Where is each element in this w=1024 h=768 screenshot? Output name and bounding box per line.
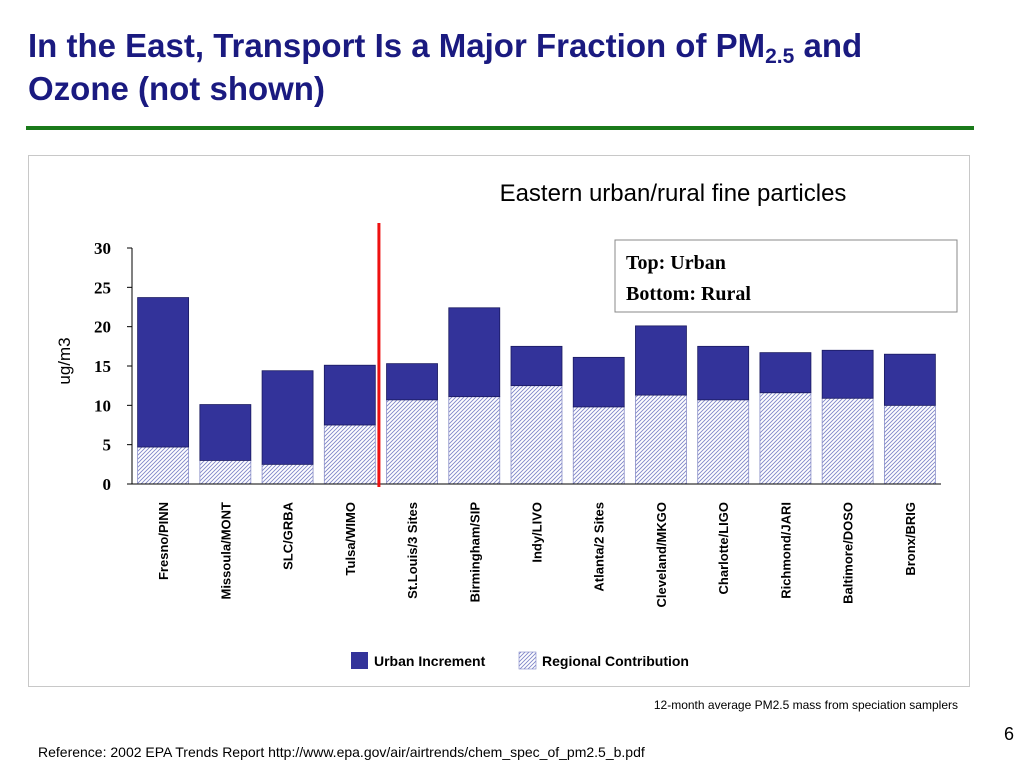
y-tick-label-6: 30 xyxy=(94,239,111,258)
slide-title: In the East, Transport Is a Major Fracti… xyxy=(28,24,1008,110)
bar-group xyxy=(137,297,936,485)
legend-swatch-urban xyxy=(351,652,368,669)
chart-title: Eastern urban/rural fine particles xyxy=(500,180,847,207)
legend-label-urban: Urban Increment xyxy=(374,653,486,669)
chart-footnote: 12-month average PM2.5 mass from speciat… xyxy=(653,698,958,712)
stacked-bar-chart: Eastern urban/rural fine particles Fresn… xyxy=(55,180,958,670)
bar-urban-increment-0 xyxy=(137,297,190,448)
x-tick-label-4: St.Louis/3 Sites xyxy=(405,502,420,599)
bar-urban-increment-10 xyxy=(759,352,812,394)
annotation-line-1: Top: Urban xyxy=(626,252,726,274)
bar-regional-contribution-0 xyxy=(137,446,190,485)
bar-regional-contribution-7 xyxy=(572,406,625,485)
x-tick-label-12: Bronx/BRIG xyxy=(903,502,918,576)
legend-label-regional: Regional Contribution xyxy=(542,653,689,669)
x-tick-label-9: Charlotte/LIGO xyxy=(716,502,731,594)
bar-urban-increment-9 xyxy=(697,345,750,401)
reference-text: Reference: 2002 EPA Trends Report http:/… xyxy=(38,744,645,760)
bar-regional-contribution-11 xyxy=(821,397,874,485)
legend-swatch-regional xyxy=(518,651,537,670)
x-tick-label-2: SLC/GRBA xyxy=(281,501,296,570)
bar-regional-contribution-3 xyxy=(323,424,376,485)
title-line-2: Ozone (not shown) xyxy=(28,70,325,107)
bar-regional-contribution-10 xyxy=(759,392,812,485)
y-tick-label-3: 15 xyxy=(94,357,111,376)
x-tick-label-8: Cleveland/MKGO xyxy=(654,502,669,607)
bar-regional-contribution-12 xyxy=(883,404,936,485)
bar-regional-contribution-4 xyxy=(386,399,438,485)
x-tick-label-6: Indy/LIVO xyxy=(530,502,545,563)
bar-regional-contribution-5 xyxy=(448,396,501,485)
bar-urban-increment-5 xyxy=(448,307,501,398)
y-tick-label-0: 0 xyxy=(103,475,112,494)
x-tick-label-1: Missoula/MONT xyxy=(218,502,233,600)
x-tick-label-7: Atlanta/2 Sites xyxy=(592,502,607,592)
title-divider-rule xyxy=(26,126,974,130)
annotation-line-2: Bottom: Rural xyxy=(626,283,751,305)
bar-urban-increment-3 xyxy=(323,364,376,426)
legend: Urban Increment Regional Contribution xyxy=(351,651,689,670)
y-axis-label: ug/m3 xyxy=(55,337,74,384)
y-tick-label-2: 10 xyxy=(94,396,111,415)
bar-regional-contribution-6 xyxy=(510,385,563,485)
bar-urban-increment-1 xyxy=(199,404,252,461)
bar-urban-increment-6 xyxy=(510,345,563,387)
bar-regional-contribution-1 xyxy=(199,459,252,485)
bar-regional-contribution-9 xyxy=(697,399,750,485)
bar-regional-contribution-8 xyxy=(635,394,687,485)
bar-urban-increment-2 xyxy=(261,370,314,465)
annotation-box: Top: Urban Bottom: Rural xyxy=(614,239,958,313)
chart-frame: Eastern urban/rural fine particles Fresn… xyxy=(28,155,970,687)
title-subscript: 2.5 xyxy=(765,45,795,68)
x-tick-label-5: Birmingham/SIP xyxy=(467,502,482,603)
x-tick-label-0: Fresno/PINN xyxy=(156,502,171,580)
bar-urban-increment-12 xyxy=(883,353,936,406)
axes: Fresno/PINN Missoula/MONT SLC/GRBA Tulsa/WI… xyxy=(94,239,941,607)
bar-urban-increment-4 xyxy=(386,363,438,401)
bar-urban-increment-8 xyxy=(635,325,687,396)
y-tick-label-4: 20 xyxy=(94,318,111,337)
y-tick-label-1: 5 xyxy=(103,436,112,455)
title-text-end: and xyxy=(794,27,863,64)
bar-urban-increment-7 xyxy=(572,356,625,408)
title-text-main: In the East, Transport Is a Major Fracti… xyxy=(28,27,766,64)
x-tick-label-11: Baltimore/DOSO xyxy=(841,502,856,604)
y-tick-label-5: 25 xyxy=(94,278,111,297)
page-number: 6 xyxy=(1003,724,1014,744)
x-tick-label-3: Tulsa/WIMO xyxy=(343,502,358,575)
x-tick-label-10: Richmond/JARI xyxy=(778,502,793,599)
bar-regional-contribution-2 xyxy=(261,463,314,485)
bar-urban-increment-11 xyxy=(821,349,874,399)
